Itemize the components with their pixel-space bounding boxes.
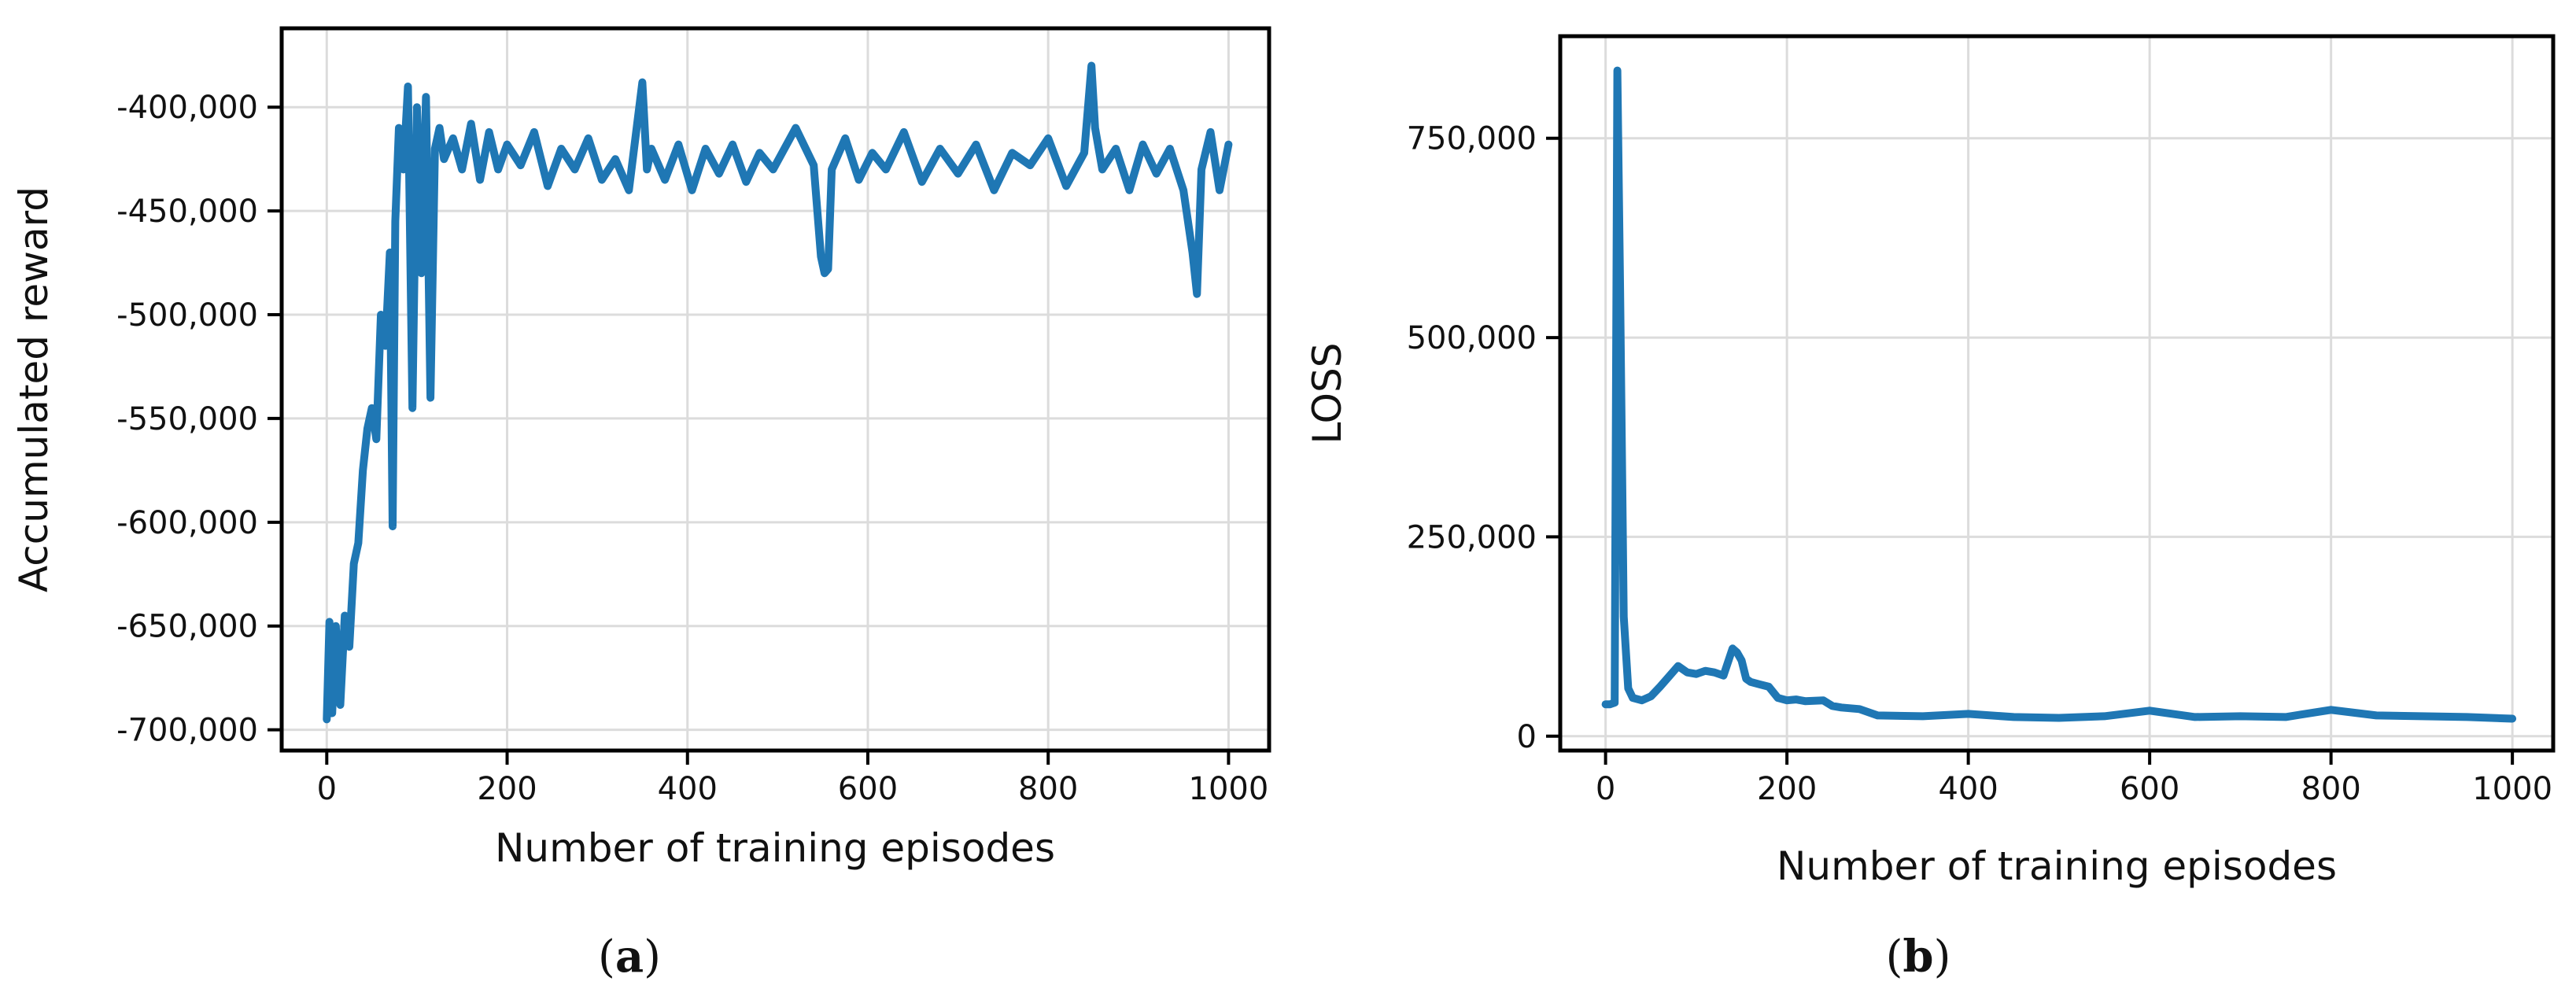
x-axis-label-b: Number of training episodes xyxy=(1777,843,2337,889)
series-line-a xyxy=(323,61,1233,724)
x-axis-ticks-b: 0 200 400 600 800 1000 xyxy=(1596,751,2552,807)
grid-a xyxy=(282,28,1269,751)
x-tick-label-a-5: 1000 xyxy=(1189,771,1269,807)
panel-caption-a: (a) xyxy=(598,931,661,983)
y-tick-label-a-0: -700,000 xyxy=(116,713,258,749)
x-tick-label-b-3: 600 xyxy=(2120,771,2179,807)
chart-panel-b: 0 200 400 600 800 1000 0 250,000 500,000 750,000… xyxy=(1305,34,2556,983)
y-tick-label-a-6: -400,000 xyxy=(116,90,258,126)
y-tick-label-a-5: -450,000 xyxy=(116,194,258,230)
panel-letter-a: a xyxy=(615,931,644,983)
x-tick-label-b-0: 0 xyxy=(1596,771,1615,807)
panel-caption-b: (b) xyxy=(1886,931,1951,983)
panel-letter-b: b xyxy=(1902,931,1933,983)
y-tick-label-a-1: -650,000 xyxy=(116,609,258,645)
grid-b xyxy=(1560,36,2553,751)
y-tick-label-a-3: -550,000 xyxy=(116,401,258,437)
y-axis-label-b: LOSS xyxy=(1305,343,1350,445)
y-tick-label-b-0: 0 xyxy=(1517,719,1537,755)
x-axis-ticks-a: 0 200 400 600 800 1000 xyxy=(317,751,1269,807)
series-line-b xyxy=(1601,66,2517,723)
y-tick-label-b-2: 500,000 xyxy=(1407,320,1537,356)
x-tick-label-a-3: 600 xyxy=(838,771,898,807)
x-tick-label-a-1: 200 xyxy=(477,771,537,807)
x-tick-label-a-4: 800 xyxy=(1018,771,1078,807)
y-axis-ticks-b: 0 250,000 500,000 750,000 xyxy=(1407,121,1560,755)
axes-frame-b xyxy=(1558,34,2556,753)
x-tick-label-b-4: 800 xyxy=(2301,771,2360,807)
y-tick-label-b-3: 750,000 xyxy=(1407,121,1537,157)
y-axis-ticks-a: -700,000 -650,000 -600,000 -550,000 -500,000… xyxy=(116,90,282,749)
x-axis-label-a: Number of training episodes xyxy=(495,825,1055,871)
y-tick-label-a-2: -600,000 xyxy=(116,505,258,541)
y-tick-label-a-4: -500,000 xyxy=(116,297,258,334)
y-axis-label-a: Accumulated reward xyxy=(11,186,57,592)
x-tick-label-b-5: 1000 xyxy=(2472,771,2552,807)
x-tick-label-a-0: 0 xyxy=(317,771,337,807)
x-tick-label-b-1: 200 xyxy=(1757,771,1817,807)
x-tick-label-b-2: 400 xyxy=(1938,771,1998,807)
chart-panel-a: 0 200 400 600 800 1000 -700,000 -650,000 -600,0… xyxy=(11,26,1271,983)
axes-frame-a xyxy=(279,26,1271,753)
y-tick-label-b-1: 250,000 xyxy=(1407,519,1537,555)
x-tick-label-a-2: 400 xyxy=(658,771,718,807)
plot-area-b xyxy=(1560,36,2553,751)
